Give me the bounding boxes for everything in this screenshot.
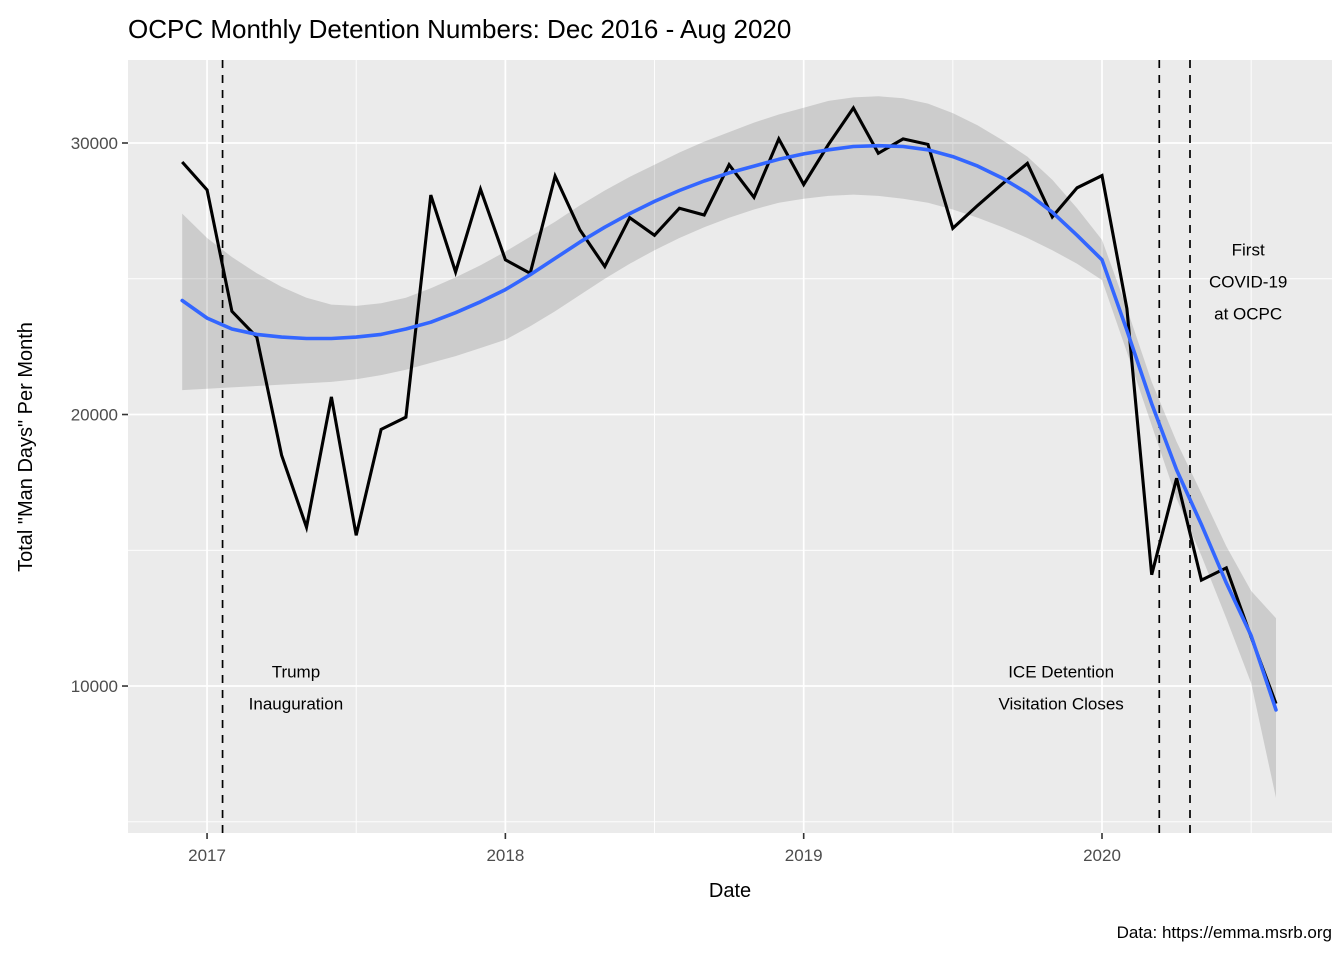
- y-axis-title: Total "Man Days" Per Month: [15, 322, 37, 572]
- x-tick-label-2017: 2017: [188, 846, 226, 865]
- x-tick-label-2018: 2018: [486, 846, 524, 865]
- annotation-first-covid: First COVID-19 at OCPC: [1209, 241, 1287, 324]
- annotation-line: Trump: [272, 662, 321, 681]
- annotation-trump-inauguration: Trump Inauguration: [249, 662, 344, 713]
- x-axis-tick-labels: 2017 2018 2019 2020: [188, 846, 1121, 865]
- y-tick-label-20000: 20000: [71, 406, 118, 425]
- y-tick-label-30000: 30000: [71, 134, 118, 153]
- x-tick-label-2020: 2020: [1083, 846, 1121, 865]
- chart-layers: [122, 60, 1332, 839]
- annotation-line: Visitation Closes: [998, 694, 1123, 713]
- annotation-line: First: [1232, 241, 1265, 260]
- loess-smooth-line: [180, 143, 1278, 712]
- plot-panel: [128, 60, 1332, 833]
- annotation-line: COVID-19: [1209, 273, 1287, 292]
- x-tick-label-2019: 2019: [785, 846, 823, 865]
- annotation-line: at OCPC: [1214, 305, 1282, 324]
- chart-title: OCPC Monthly Detention Numbers: Dec 2016…: [128, 14, 791, 44]
- annotation-line: Inauguration: [249, 694, 344, 713]
- event-annotations: Trump Inauguration ICE Detention Visitat…: [249, 241, 1288, 714]
- y-axis-tick-labels: 10000 20000 30000: [71, 134, 118, 696]
- annotation-ice-visitation-closes: ICE Detention Visitation Closes: [998, 662, 1123, 713]
- monthly-data-line: [181, 105, 1278, 705]
- annotation-line: ICE Detention: [1008, 662, 1114, 681]
- caption: Data: https://emma.msrb.org: [1117, 923, 1332, 942]
- y-tick-label-10000: 10000: [71, 677, 118, 696]
- x-axis-title: Date: [709, 880, 751, 902]
